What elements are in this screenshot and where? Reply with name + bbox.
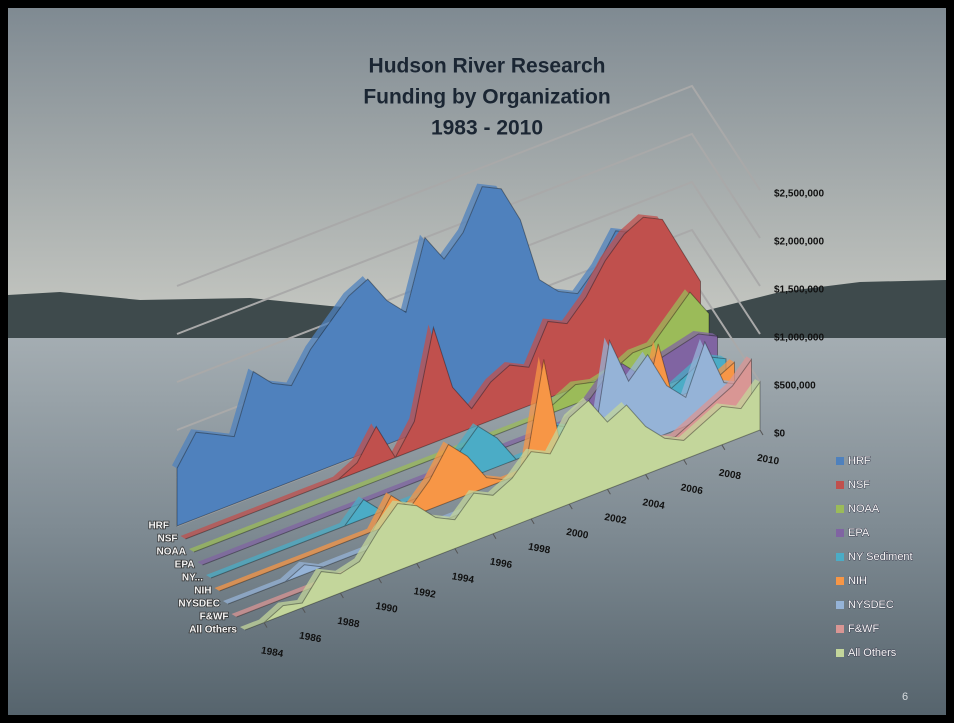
legend-label: All Others <box>848 647 897 659</box>
depth-label: HRF <box>148 521 169 532</box>
legend-swatch <box>836 625 844 633</box>
chart-title: Hudson River Research <box>369 55 606 78</box>
y-tick-label: $2,000,000 <box>774 237 824 248</box>
area <box>244 380 761 631</box>
x-tick <box>454 548 459 554</box>
legend-label: NIH <box>848 575 867 587</box>
legend-swatch <box>836 457 844 465</box>
legend-label: NY Sediment <box>848 551 913 563</box>
hills <box>8 280 946 345</box>
area-depth <box>206 353 726 578</box>
x-tick-label: 1984 <box>260 645 284 660</box>
x-tick-label: 1996 <box>489 556 513 571</box>
y-tick-label: $2,500,000 <box>774 189 824 200</box>
depth-label: EPA <box>175 560 195 571</box>
grid-line <box>176 84 761 287</box>
x-tick <box>378 577 382 584</box>
legend-swatch <box>836 553 844 561</box>
y-tick-label: $1,000,000 <box>774 333 824 344</box>
x-tick-label: 2000 <box>565 527 589 542</box>
legend-swatch <box>836 577 844 585</box>
y-tick-label: $0 <box>774 429 786 440</box>
depth-label: All Others <box>189 625 237 636</box>
legend-swatch <box>836 649 844 657</box>
x-tick-label: 2006 <box>680 482 704 497</box>
legend-swatch <box>836 601 844 609</box>
x-tick-label: 1994 <box>451 571 475 586</box>
depth-label: NOAA <box>157 547 186 558</box>
area-depth <box>197 331 718 565</box>
x-tick-label: 2002 <box>603 512 627 527</box>
x-tick-label: 1986 <box>298 631 322 646</box>
x-tick <box>416 563 421 569</box>
x-tick <box>339 592 344 599</box>
legend-swatch <box>836 529 844 537</box>
x-tick <box>263 622 268 628</box>
x-tick <box>645 474 649 480</box>
page-number: 6 <box>902 691 908 703</box>
x-tick <box>301 607 306 614</box>
legend-label: F&WF <box>848 623 879 635</box>
legend-label: NYSDEC <box>848 599 894 611</box>
y-tick-label: $500,000 <box>774 381 816 392</box>
legend-label: NSF <box>848 479 870 491</box>
chart-title: Funding by Organization <box>363 86 610 109</box>
x-tick <box>606 489 611 495</box>
x-tick-label: 1990 <box>375 601 399 616</box>
x-tick <box>492 533 497 539</box>
legend-swatch <box>836 481 844 489</box>
x-tick <box>530 518 535 525</box>
x-tick-label: 2010 <box>756 453 780 468</box>
legend-label: NOAA <box>848 503 880 515</box>
x-tick <box>683 459 688 465</box>
depth-label: NSF <box>158 534 178 545</box>
legend-label: EPA <box>848 527 870 539</box>
chart-title: 1983 - 2010 <box>431 117 543 140</box>
x-tick <box>568 503 573 510</box>
depth-label: NY... <box>182 573 203 584</box>
x-tick-label: 1992 <box>413 586 437 601</box>
legend-swatch <box>836 505 844 513</box>
area <box>185 216 701 540</box>
x-tick <box>759 429 764 436</box>
chart: Hudson River Research Funding by Organiza… <box>148 55 913 661</box>
legend-label: HRF <box>848 455 871 467</box>
x-tick-label: 1988 <box>336 616 360 631</box>
x-tick-label: 2008 <box>718 468 742 483</box>
depth-label: NYSDEC <box>178 599 220 610</box>
x-tick-label: 2004 <box>642 497 666 512</box>
x-tick-label: 1998 <box>527 542 551 557</box>
y-tick-label: $1,500,000 <box>774 285 824 296</box>
x-tick <box>721 444 726 451</box>
depth-label: NIH <box>194 586 211 597</box>
depth-label: F&WF <box>200 612 229 623</box>
grid-line <box>176 132 761 335</box>
